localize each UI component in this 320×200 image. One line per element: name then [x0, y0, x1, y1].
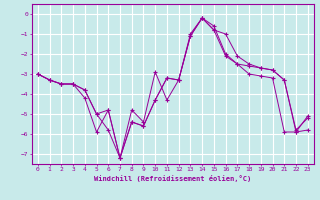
X-axis label: Windchill (Refroidissement éolien,°C): Windchill (Refroidissement éolien,°C)	[94, 175, 252, 182]
